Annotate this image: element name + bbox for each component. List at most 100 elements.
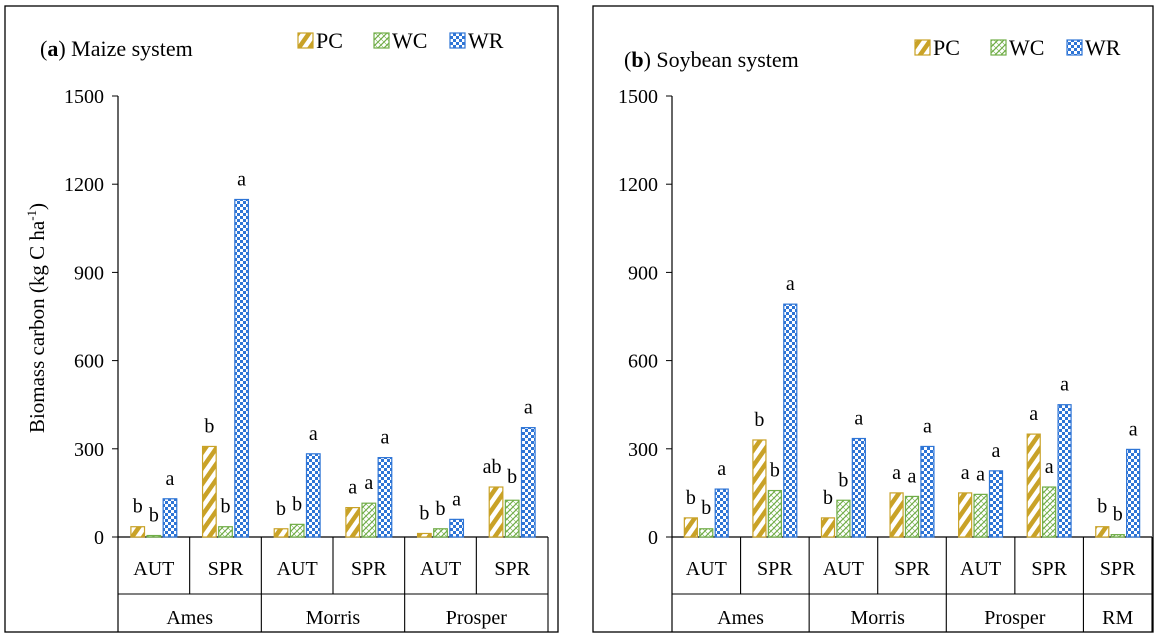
significance-letter: a (1129, 418, 1138, 440)
bar-wc (218, 526, 233, 538)
bar-pc (345, 507, 361, 538)
bar-pc (820, 517, 836, 538)
title-text: Maize system (66, 36, 193, 61)
y-tick-label: 900 (628, 262, 658, 284)
y-tick-label: 1500 (618, 86, 658, 108)
bar-wc (836, 499, 851, 538)
panel-soybean: (b) Soybean system PC WC WR0300600900120015… (592, 5, 1154, 633)
bar-wc (433, 528, 448, 538)
legend-swatch-wr (449, 32, 466, 49)
bar-wc (1042, 486, 1057, 538)
y-axis-label: Biomass carbon (kg C ha-1) (24, 203, 49, 433)
y-tick-label: 300 (74, 439, 104, 461)
significance-letter: a (976, 463, 985, 485)
significance-letter: b (507, 466, 517, 488)
bar-pc (683, 517, 698, 538)
significance-letter: b (823, 487, 833, 509)
bar-wc (1110, 534, 1125, 538)
significance-letter: a (892, 462, 901, 484)
season-label: SPR (894, 558, 930, 580)
significance-letter: a (364, 472, 373, 494)
y-axis-label-close: ) (25, 203, 49, 210)
y-tick-label: 0 (648, 527, 658, 549)
bar-wr (305, 453, 321, 538)
title-paren-open: ( (624, 47, 631, 72)
significance-letter: a (348, 477, 357, 499)
season-label: SPR (1100, 558, 1136, 580)
bar-wr (783, 303, 798, 538)
y-axis-label-text: Biomass carbon (kg C ha (25, 220, 49, 433)
site-label: Morris (850, 607, 905, 629)
site-label: Prosper (984, 607, 1045, 629)
title-paren-open: ( (40, 36, 47, 61)
legend-label-pc: PC (316, 28, 343, 53)
significance-letter: b (770, 460, 780, 482)
bar-wr (714, 488, 729, 538)
significance-letter: a (992, 440, 1001, 462)
title-letter: b (631, 47, 643, 72)
bar-pc (1026, 433, 1041, 538)
y-tick-label: 1200 (64, 174, 104, 196)
season-label: AUT (133, 558, 174, 580)
significance-letter: b (686, 487, 696, 509)
legend-label-wc: WC (392, 28, 427, 53)
significance-letter: ab (483, 456, 502, 478)
y-tick-label: 600 (628, 351, 658, 373)
site-label: Prosper (446, 607, 507, 629)
significance-letter: a (237, 168, 246, 190)
bar-pc (488, 486, 504, 538)
season-label: SPR (1031, 558, 1067, 580)
significance-letter: a (1060, 374, 1069, 396)
panel-frame (4, 5, 559, 633)
site-label: Ames (166, 607, 213, 629)
title-letter: a (47, 36, 58, 61)
bar-wc (504, 499, 520, 538)
significance-letter: b (1113, 504, 1123, 526)
season-label: SPR (494, 558, 530, 580)
significance-letter: a (1029, 403, 1038, 425)
legend-swatch-pc (297, 32, 314, 49)
y-tick-label: 1500 (64, 86, 104, 108)
panel-frame (592, 5, 1154, 633)
bar-wr (1126, 448, 1141, 538)
season-label: AUT (420, 558, 461, 580)
significance-letter: b (701, 497, 711, 519)
season-label: AUT (277, 558, 318, 580)
significance-letter: b (149, 505, 159, 527)
significance-letter: b (838, 469, 848, 491)
panel-title: (a) Maize system (40, 36, 193, 61)
significance-letter: a (786, 273, 795, 295)
significance-letter: b (221, 496, 231, 518)
legend-label-wc: WC (1009, 35, 1044, 60)
significance-letter: a (309, 423, 318, 445)
significance-letter: b (419, 502, 429, 524)
season-label: AUT (960, 558, 1001, 580)
significance-letter: b (204, 415, 214, 437)
significance-letter: a (854, 408, 863, 430)
bar-wc (973, 493, 988, 538)
y-tick-label: 1200 (618, 174, 658, 196)
significance-letter: a (381, 427, 390, 449)
significance-letter: b (754, 409, 764, 431)
legend-swatch-wr (1066, 39, 1083, 56)
y-tick-label: 900 (74, 262, 104, 284)
significance-letter: b (292, 493, 302, 515)
significance-letter: a (452, 488, 461, 510)
bar-wc (904, 495, 920, 538)
significance-letter: b (276, 498, 286, 520)
bar-wr (234, 198, 250, 538)
site-label: Ames (717, 607, 764, 629)
panel-maize: (a) Maize system PC WC WR030060090012001500… (4, 5, 559, 633)
significance-letter: a (524, 397, 533, 419)
significance-letter: a (961, 462, 970, 484)
bar-pc (958, 492, 973, 538)
y-tick-label: 300 (628, 439, 658, 461)
site-label: Morris (306, 607, 361, 629)
bar-wr (920, 445, 935, 538)
significance-letter: a (908, 465, 917, 487)
significance-letter: a (1045, 456, 1054, 478)
bar-wc (767, 489, 782, 538)
bar-pc (201, 445, 217, 538)
bar-pc (1095, 526, 1110, 538)
